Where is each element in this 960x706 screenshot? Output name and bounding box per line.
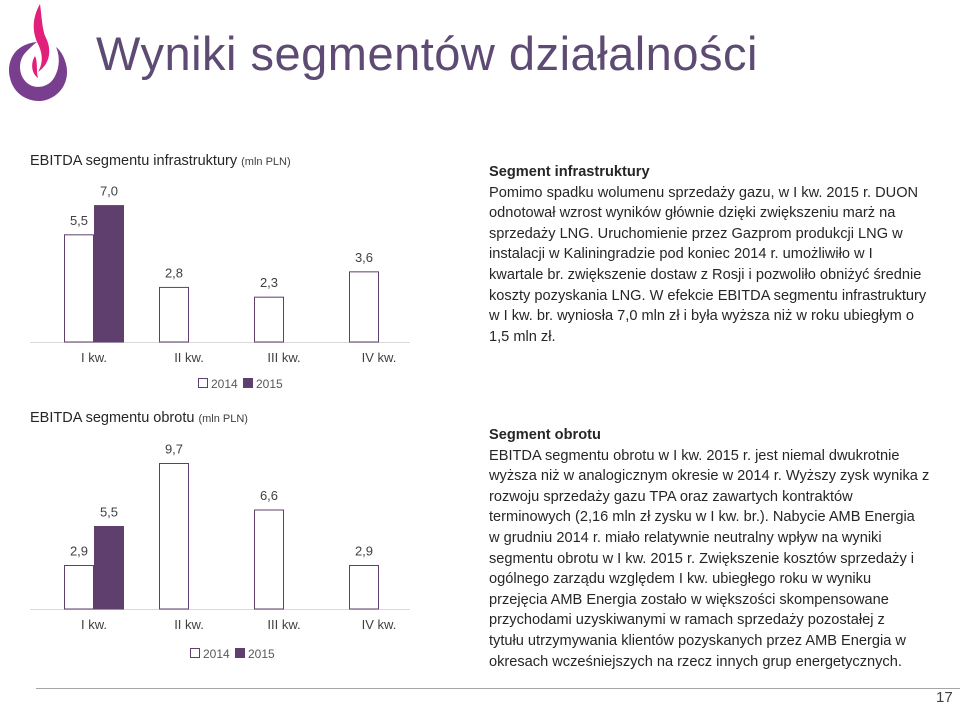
section-line: w grudniu 2014 r. miało relatywnie neutr… — [489, 529, 882, 546]
legend-swatch-2014 — [198, 378, 208, 388]
section-line: 1,5 mln zł. — [489, 328, 556, 345]
section-line: wyższa niż w analogicznym okresie w 2014… — [489, 468, 930, 485]
section-line: terminowych (2,16 mln zł zysku w I kw. b… — [489, 509, 915, 526]
chart-title-trading: EBITDA segmentu obrotu (mln PLN) — [30, 410, 248, 426]
ebitda-infrastructure-chart: 5,5 7,0 I kw. 2,8 II kw. 2,3 III kw. 3,6 IV kw. 2… — [30, 184, 410, 391]
legend-swatch-2015 — [243, 378, 253, 388]
bar-2014 — [64, 234, 94, 343]
bar-2015 — [94, 205, 124, 343]
section-line: w I kw. br. wyniosła 7,0 mln zł i była w… — [489, 308, 914, 325]
data-label: 5,5 — [100, 505, 118, 520]
page-number: 17 — [936, 689, 953, 706]
section-line: przejęcia AMB Energia zostało w większoś… — [489, 591, 889, 608]
data-label: 3,6 — [355, 250, 373, 265]
chart-title-text: EBITDA segmentu obrotu — [30, 410, 195, 426]
legend-swatch-2015 — [235, 648, 245, 658]
bar-2014 — [349, 271, 379, 343]
bar-2014 — [64, 565, 94, 610]
category-label: III kw. — [267, 350, 300, 365]
bar-2014 — [254, 509, 284, 610]
data-label: 9,7 — [165, 442, 183, 457]
page-title: Wyniki segmentów działalności — [96, 27, 758, 80]
legend-label: 2015 — [248, 647, 275, 661]
ebitda-trading-chart: 2,9 5,5 I kw. 9,7 II kw. 6,6 III kw. 2,9 IV kw. 2… — [30, 442, 410, 661]
data-label: 2,9 — [355, 544, 373, 559]
section-heading: Segment obrotu — [489, 427, 601, 443]
chart-title-text: EBITDA segmentu infrastruktury — [30, 153, 238, 169]
legend-label: 2014 — [211, 377, 238, 391]
category-label: I kw. — [81, 350, 107, 365]
data-label: 6,6 — [260, 488, 278, 503]
legend-label: 2014 — [203, 647, 230, 661]
chart-unit: (mln PLN) — [241, 156, 291, 168]
chart-unit: (mln PLN) — [198, 413, 248, 425]
section-infrastructure: Segment infrastruktury Pomimo spadku wol… — [489, 162, 949, 347]
bar-2015 — [94, 526, 124, 610]
data-label: 5,5 — [70, 213, 88, 228]
legend-label: 2015 — [256, 377, 283, 391]
section-trading: Segment obrotu EBITDA segmentu obrotu w … — [489, 425, 949, 672]
bar-2014 — [254, 296, 284, 343]
section-line: koszty pozyskania LNG. W efekcie EBITDA … — [489, 287, 927, 304]
chart-title-infrastructure: EBITDA segmentu infrastruktury (mln PLN) — [30, 153, 291, 169]
section-line: segmentu obrotu w I kw. 2015 r. Zwiększe… — [489, 550, 915, 567]
data-label: 2,3 — [260, 275, 278, 290]
footer-divider — [36, 688, 960, 689]
section-line: odnotował wzrost wyników głównie dzięki … — [489, 205, 896, 222]
section-line: EBITDA segmentu obrotu w I kw. 2015 r. j… — [489, 447, 900, 464]
section-line: ogólnego zarządu względem I kw. ubiegłeg… — [489, 571, 872, 588]
section-line: sprzedaży LNG. Uruchomienie przez Gazpro… — [489, 225, 903, 242]
category-label: III kw. — [267, 617, 300, 632]
category-label: II kw. — [174, 617, 204, 632]
category-label: IV kw. — [362, 350, 397, 365]
bar-2014 — [159, 463, 189, 610]
data-label: 2,8 — [165, 265, 183, 280]
section-line: rozwoju sprzedaży gazu TPA oraz zawartyc… — [489, 488, 853, 505]
section-heading: Segment infrastruktury — [489, 164, 650, 180]
category-label: I kw. — [81, 617, 107, 632]
category-label: II kw. — [174, 350, 204, 365]
bar-2014 — [159, 286, 189, 343]
section-line: kwartale br. zwiększenie dostaw z Rosji … — [489, 266, 922, 283]
data-label: 2,9 — [70, 544, 88, 559]
data-label: 7,0 — [100, 184, 118, 199]
section-line: tytułu utrzymywania klientów pozyskanych… — [489, 632, 906, 649]
category-label: IV kw. — [362, 617, 397, 632]
section-line: okresach wcześniejszych na rzecz innych … — [489, 653, 902, 670]
section-line: instalacji w Kaliningradzie pod koniec 2… — [489, 246, 873, 263]
section-line: przychodami uzyskiwanymi w ramach sprzed… — [489, 612, 885, 629]
section-line: Pomimo spadku wolumenu sprzedaży gazu, w… — [489, 184, 919, 201]
legend-swatch-2014 — [190, 648, 200, 658]
bar-2014 — [349, 565, 379, 610]
flame-logo-icon — [9, 4, 68, 102]
